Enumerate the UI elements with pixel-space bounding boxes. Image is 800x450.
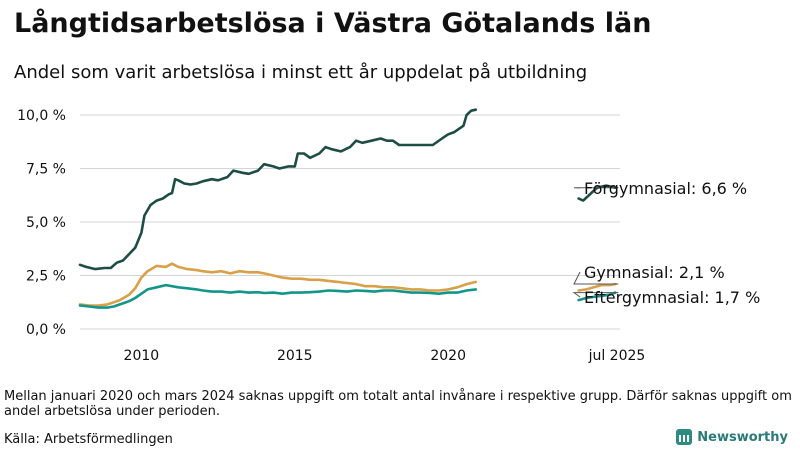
x-axis-ticks: 2010 2015 2020 jul 2025 — [124, 348, 646, 364]
brand-name: Newsworthy — [697, 429, 788, 445]
series-lines — [78, 108, 617, 309]
label-connector — [573, 271, 619, 285]
x-tick-label: 2010 — [124, 348, 160, 364]
chart-title: Långtidsarbetslösa i Västra Götalands lä… — [14, 8, 652, 39]
y-tick-label: 5,0 % — [26, 215, 66, 231]
series-label-gymnasial: Gymnasial: 2,1 % — [584, 263, 725, 282]
series-label-eftergymnasial: Eftergymnasial: 1,7 % — [584, 288, 760, 307]
source-text: Källa: Arbetsförmedlingen — [4, 432, 173, 447]
newsworthy-logo: Newsworthy — [676, 429, 788, 445]
series-line-förgymnasial — [78, 108, 478, 271]
bar-chart-icon — [676, 429, 693, 445]
series-label-förgymnasial: Förgymnasial: 6,6 % — [584, 179, 747, 198]
chart-subtitle: Andel som varit arbetslösa i minst ett å… — [14, 62, 588, 83]
y-tick-label: 0,0 % — [26, 322, 66, 338]
series-line-eftergymnasial — [78, 283, 478, 309]
series-line-eftergymnasial — [577, 291, 617, 302]
x-tick-label: 2015 — [277, 348, 313, 364]
series-line-gymnasial — [577, 282, 617, 292]
footnote: Mellan januari 2020 och mars 2024 saknas… — [4, 389, 792, 419]
label-connector — [572, 292, 619, 298]
y-tick-label: 2,5 % — [26, 269, 66, 285]
grid-lines — [80, 114, 620, 330]
series-line-gymnasial — [78, 262, 478, 307]
x-tick-label: 2020 — [430, 348, 466, 364]
x-tick-label: jul 2025 — [588, 348, 646, 364]
y-axis-ticks: 0,0 % 2,5 % 5,0 % 7,5 % 10,0 % — [17, 108, 66, 338]
series-end-labels: Förgymnasial: 6,6 % Gymnasial: 2,1 % Efter… — [572, 179, 760, 307]
y-tick-label: 10,0 % — [17, 108, 66, 124]
y-tick-label: 7,5 % — [26, 162, 66, 178]
